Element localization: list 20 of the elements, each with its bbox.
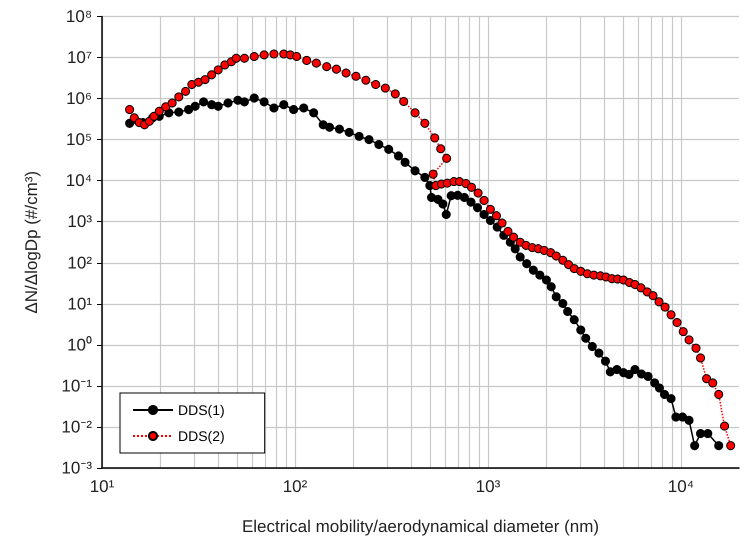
x-tick-label: 10⁴ [668,477,694,496]
y-tick-label: 10⁵ [66,130,92,150]
y-tick-label: 10⁷ [66,48,92,68]
y-tick-label: 10⁻² [61,417,92,436]
y-tick-label: 10⁰ [67,335,92,354]
x-tick-label: 10³ [476,477,501,496]
y-tick-label: 10¹ [67,294,92,314]
y-tick-label: 10⁴ [66,171,92,190]
y-axis-title: ΔN/ΔlogDp (#/cm³) [22,170,41,314]
y-tick-label: 10² [67,253,92,272]
y-tick-label: 10⁶ [66,89,92,108]
x-tick-label: 10¹ [90,477,115,496]
x-tick-label: 10² [282,477,308,496]
y-tick-label: 10³ [67,212,92,232]
x-axis-title: Electrical mobility/aerodynamical diameter (nm) [242,517,600,536]
legend-label: DDS(2) [178,428,225,444]
y-tick-label: 10⁻¹ [61,376,92,396]
legend-label: DDS(1) [178,402,225,418]
y-tick-label: 10⁸ [66,7,92,26]
y-tick-label: 10⁻³ [61,458,92,478]
